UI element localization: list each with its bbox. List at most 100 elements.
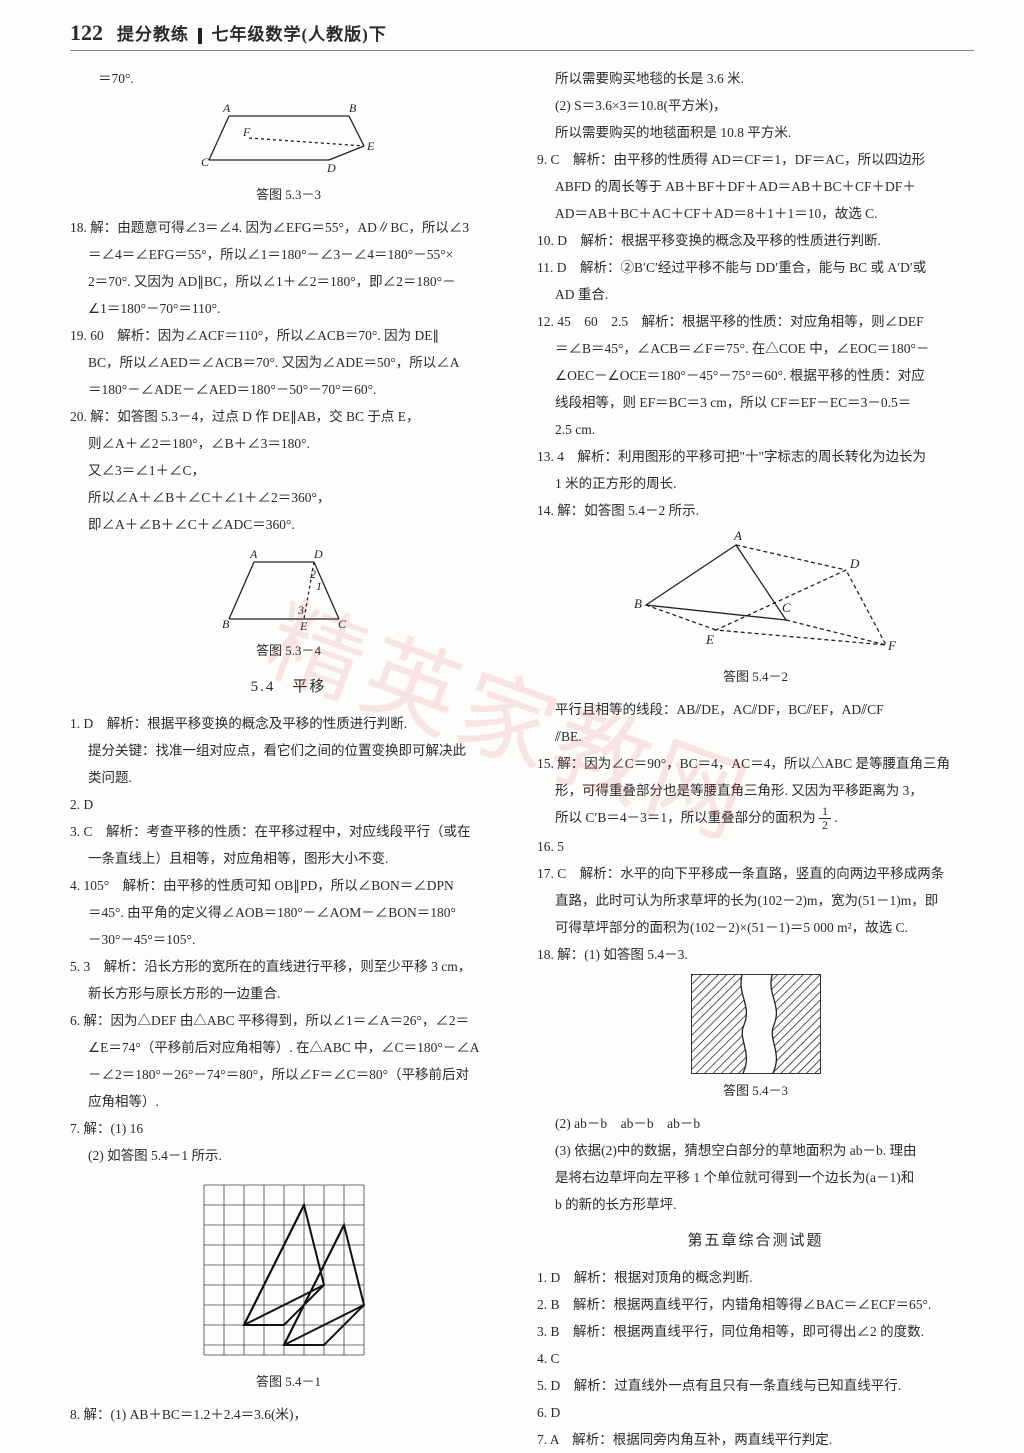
svg-text:A: A xyxy=(222,101,231,115)
q15-line: 15. 解：因为∠C＝90°，BC＝4，AC＝4，所以△ABC 是等腰直角三角 xyxy=(537,750,974,777)
figure-caption: 答图 5.4－3 xyxy=(723,1078,788,1104)
q12-line: 12. 45 60 2.5 解析：根据平移的性质：对应角相等，则∠DEF xyxy=(537,308,974,335)
svg-text:E: E xyxy=(299,619,308,633)
svg-text:B: B xyxy=(222,617,230,631)
q9-line: AD＝AB＋BC＋AC＋CF＋AD＝8＋1＋1＝10，故选 C. xyxy=(537,200,974,227)
q16-line: 16. 5 xyxy=(537,833,974,860)
q20-line: 即∠A＋∠B＋∠C＋∠ADC＝360°. xyxy=(70,511,507,538)
c1-line: 1. D 解析：根据对顶角的概念判断. xyxy=(537,1264,974,1291)
title-post: 七年级数学(人教版)下 xyxy=(212,25,387,44)
figure-5-4-1: 答图 5.4－1 xyxy=(70,1175,507,1395)
q18-line: ＝∠4＝∠EFG＝55°，所以∠1＝180°－∠3－∠4＝180°－55°× xyxy=(70,241,507,268)
q12-line: ∠OEC－∠OCE＝180°－45°－75°＝60°. 根据平移的性质：对应 xyxy=(537,362,974,389)
q1-line: 1. D 解析：根据平移变换的概念及平移的性质进行判断. xyxy=(70,710,507,737)
q12-line: 线段相等，则 EF＝BC＝3 cm，所以 CF＝EF－EC＝3－0.5＝ xyxy=(537,389,974,416)
figure-caption: 答图 5.4－1 xyxy=(256,1369,321,1395)
q2-line: 2. D xyxy=(70,791,507,818)
figure-5-4-3: 答图 5.4－3 xyxy=(537,974,974,1104)
q14-line: 平行且相等的线段：AB⫽DE，AC⫽DF，BC⫽EF，AD⫽CF xyxy=(537,696,974,723)
q15-line: 形，可得重叠部分也是等腰直角三角形. 又因为平移距离为 3， xyxy=(537,777,974,804)
svg-text:D: D xyxy=(313,547,323,561)
line: (2) S＝3.6×3＝10.8(平方米)， xyxy=(537,92,974,119)
q20-line: 所以∠A＋∠B＋∠C＋∠1＋∠2＝360°， xyxy=(70,484,507,511)
q13-line: 13. 4 解析：利用图形的平移可把"十"字标志的周长转化为边长为 xyxy=(537,443,974,470)
q5-line: 新长方形与原长方形的一边重合. xyxy=(70,980,507,1007)
q7-line: 7. 解：(1) 16 xyxy=(70,1115,507,1142)
q12-line: 2.5 cm. xyxy=(537,416,974,443)
q18-line: 18. 解：由题意可得∠3＝∠4. 因为∠EFG＝55°，AD∥BC，所以∠3 xyxy=(70,214,507,241)
svg-text:C: C xyxy=(201,155,210,169)
q19-line: BC，所以∠AED＝∠ACB＝70°. 又因为∠ADE＝50°，所以∠A xyxy=(70,349,507,376)
q17-line: 直路，此时可认为所求草坪的长为(102－2)m，宽为(51－1)m，即 xyxy=(537,887,974,914)
c4-line: 4. C xyxy=(537,1345,974,1372)
svg-text:A: A xyxy=(733,530,742,543)
q18-line: 是将右边草坪向左平移 1 个单位就可得到一个边长为(a－1)和 xyxy=(537,1164,974,1191)
q4-line: ＝45°. 由平角的定义得∠AOB＝180°－∠AOM－∠BON＝180° xyxy=(70,899,507,926)
book-title: 提分教练 七年级数学(人教版)下 xyxy=(117,20,387,45)
q18-line: 2＝70°. 又因为 AD∥BC，所以∠1＋∠2＝180°，即∠2＝180°－ xyxy=(70,268,507,295)
figure-5-3-3: A B C D E F 答图 5.3－3 xyxy=(70,98,507,208)
svg-text:C: C xyxy=(782,600,791,615)
line: ＝70°. xyxy=(70,65,507,92)
svg-text:E: E xyxy=(705,632,714,647)
q6-line: －∠2＝180°－26°－74°＝80°，所以∠F＝∠C＝80°（平移前后对 xyxy=(70,1061,507,1088)
figure-5-4-3-svg xyxy=(691,974,821,1074)
figure-caption: 答图 5.3－4 xyxy=(256,638,321,664)
q11-line: 11. D 解析：②B′C′经过平移不能与 DD′重合，能与 BC 或 A′D′… xyxy=(537,254,974,281)
figure-5-3-4: A D B C E 2 1 3 答图 5.3－4 xyxy=(70,544,507,664)
q18-line: (2) ab－b ab－b ab－b xyxy=(537,1110,974,1137)
q4-line: 4. 105° 解析：由平移的性质可知 OB∥PD，所以∠BON＝∠DPN xyxy=(70,872,507,899)
q12-line: ＝∠B＝45°，∠ACB＝∠F＝75°. 在△COE 中，∠EOC＝180°－ xyxy=(537,335,974,362)
q9-line: 9. C 解析：由平移的性质得 AD＝CF＝1，DF＝AC，所以四边形 xyxy=(537,146,974,173)
left-column: ＝70°. A B C D E F xyxy=(70,65,507,1453)
q20-line: 则∠A＋∠2＝180°，∠B＋∠3＝180°. xyxy=(70,430,507,457)
right-column: 所以需要购买地毯的长是 3.6 米. (2) S＝3.6×3＝10.8(平方米)… xyxy=(537,65,974,1453)
q11-line: AD 重合. xyxy=(537,281,974,308)
q19-line: ＝180°－∠ADE－∠AED＝180°－50°－70°＝60°. xyxy=(70,376,507,403)
c2-line: 2. B 解析：根据两直线平行，内错角相等得∠BAC＝∠ECF＝65°. xyxy=(537,1291,974,1318)
q15-line: 所以 C′B＝4－3＝1，所以重叠部分的面积为 1 2 . xyxy=(537,804,974,833)
svg-text:1: 1 xyxy=(316,579,322,593)
svg-text:F: F xyxy=(242,125,251,139)
svg-text:C: C xyxy=(338,617,347,631)
figure-5-4-2: A B C D E F 答图 5.4－2 xyxy=(537,530,974,690)
q6-line: 6. 解：因为△DEF 由△ABC 平移得到，所以∠1＝∠A＝26°，∠2＝ xyxy=(70,1007,507,1034)
q6-line: 应角相等）. xyxy=(70,1088,507,1115)
q19-line: 19. 60 解析：因为∠ACF＝110°，所以∠ACB＝70°. 因为 DE∥ xyxy=(70,322,507,349)
c3-line: 3. B 解析：根据两直线平行，同位角相等，即可得出∠2 的度数. xyxy=(537,1318,974,1345)
svg-text:3: 3 xyxy=(297,603,304,617)
svg-text:F: F xyxy=(887,638,896,653)
section-ch5-title: 第五章综合测试题 xyxy=(537,1226,974,1256)
line: 所以需要购买地毯的长是 3.6 米. xyxy=(537,65,974,92)
frac-num: 1 xyxy=(819,805,831,819)
c7-line: 7. A 解析：根据同旁内角互补，两直线平行判定. xyxy=(537,1426,974,1453)
q8-line: 8. 解：(1) AB＋BC＝1.2＋2.4＝3.6(米)， xyxy=(70,1401,507,1428)
q10-line: 10. D 解析：根据平移变换的概念及平移的性质进行判断. xyxy=(537,227,974,254)
frac-den: 2 xyxy=(819,819,831,832)
figure-5-4-1-svg xyxy=(194,1175,384,1365)
q5-line: 5. 3 解析：沿长方形的宽所在的直线进行平移，则至少平移 3 cm， xyxy=(70,953,507,980)
content-columns: ＝70°. A B C D E F xyxy=(70,65,974,1453)
svg-text:A: A xyxy=(249,547,258,561)
q13-line: 1 米的正方形的周长. xyxy=(537,470,974,497)
q18-line: 18. 解：(1) 如答图 5.4－3. xyxy=(537,941,974,968)
q1-line: 类问题. xyxy=(70,764,507,791)
q18-line: b 的新的长方形草坪. xyxy=(537,1191,974,1218)
figure-caption: 答图 5.3－3 xyxy=(256,182,321,208)
svg-text:D: D xyxy=(326,161,336,175)
svg-text:B: B xyxy=(349,101,357,115)
q3-line: 3. C 解析：考查平移的性质：在平移过程中，对应线段平行（或在 xyxy=(70,818,507,845)
q9-line: ABFD 的周长等于 AB＋BF＋DF＋AD＝AB＋BC＋CF＋DF＋ xyxy=(537,173,974,200)
svg-text:E: E xyxy=(366,139,375,153)
q3-line: 一条直线上）且相等，对应角相等，图形大小不变. xyxy=(70,845,507,872)
page-number: 122 xyxy=(70,20,103,46)
figure-5-4-2-svg: A B C D E F xyxy=(616,530,896,660)
q4-line: －30°－45°＝105°. xyxy=(70,926,507,953)
title-divider-icon xyxy=(198,28,202,44)
q14-line: 14. 解：如答图 5.4－2 所示. xyxy=(537,497,974,524)
q7-line: (2) 如答图 5.4－1 所示. xyxy=(70,1142,507,1169)
svg-text:B: B xyxy=(634,596,642,611)
q18-line: ∠1＝180°－70°＝110°. xyxy=(70,295,507,322)
page-header: 122 提分教练 七年级数学(人教版)下 xyxy=(70,20,974,51)
section-5-4-title: 5.4 平移 xyxy=(70,672,507,702)
